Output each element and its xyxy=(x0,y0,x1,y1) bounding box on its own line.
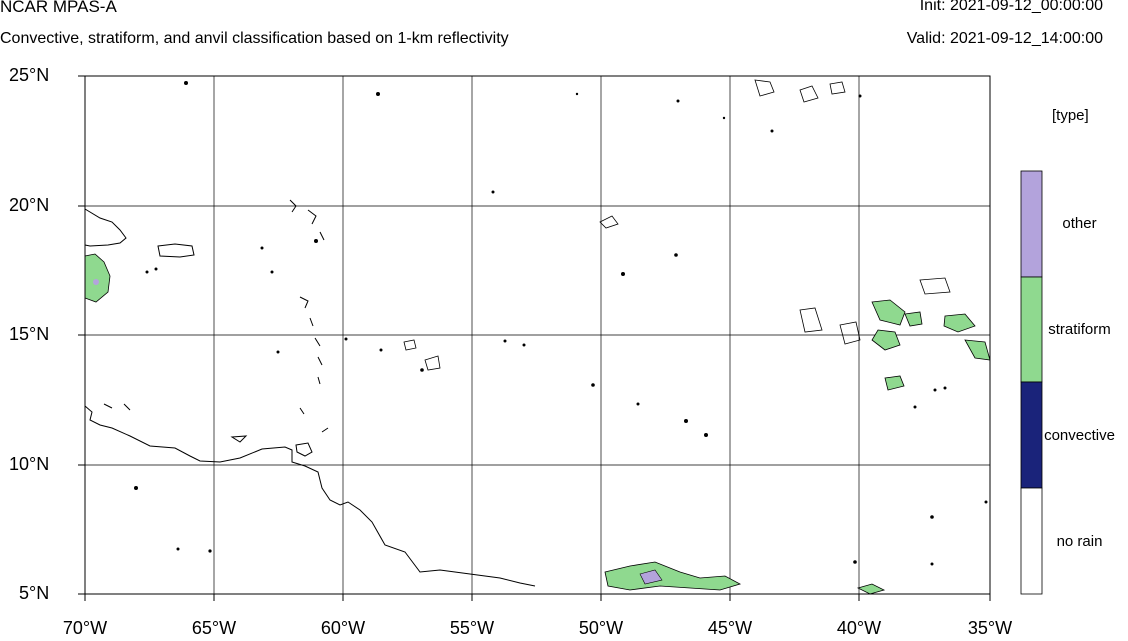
cell-atlantic-east-4 xyxy=(964,339,991,361)
lon-label-50w: 50°W xyxy=(578,618,624,638)
cell-atlantic-east-5 xyxy=(904,311,923,327)
coastline-hispaniola-puertorico xyxy=(84,208,127,247)
dot xyxy=(984,500,988,504)
lon-label-35w: 35°W xyxy=(967,618,1013,638)
coastline-virgin-islands xyxy=(289,199,325,241)
dot xyxy=(722,116,726,120)
lat-label-5n: 5°N xyxy=(19,583,50,603)
cell-hispaniola-core xyxy=(93,279,99,285)
dot xyxy=(522,343,526,347)
dot xyxy=(943,386,947,390)
lon-label-60w: 60°W xyxy=(320,618,366,638)
dot xyxy=(858,94,862,98)
cell-atlantic-east-7 xyxy=(919,277,951,295)
coastline-lesser-antilles xyxy=(299,296,329,433)
dot xyxy=(913,405,917,409)
legend-label-convective: convective xyxy=(1044,427,1115,444)
dot xyxy=(503,339,507,343)
scattered-cells xyxy=(134,81,988,566)
dot xyxy=(420,368,424,372)
lat-label-15n: 15°N xyxy=(9,324,50,344)
precip-features xyxy=(84,79,991,595)
legend-swatch-no-rain xyxy=(1020,487,1043,595)
cell-ne-cluster xyxy=(754,79,846,103)
lat-label-10n: 10°N xyxy=(9,454,50,474)
cell-hispaniola xyxy=(84,253,111,303)
plot-description: Convective, stratiform, and anvil classi… xyxy=(0,30,509,47)
coastlines xyxy=(84,199,536,587)
dot xyxy=(134,486,138,490)
dot xyxy=(930,562,934,566)
dot xyxy=(684,419,688,423)
dot xyxy=(933,388,937,392)
valid-time: Valid: 2021-09-12_14:00:00 xyxy=(906,30,1103,47)
cell-south-band-anvil xyxy=(639,569,663,585)
coastline-jamaica xyxy=(157,243,195,258)
dot xyxy=(636,402,640,406)
lon-label-70w: 70°W xyxy=(62,618,108,638)
model-title: NCAR MPAS-A xyxy=(0,0,117,16)
dot xyxy=(260,246,264,250)
dot xyxy=(208,549,212,553)
dot xyxy=(270,270,274,274)
cell-atlantic-east-1 xyxy=(871,299,906,326)
dot xyxy=(276,350,280,354)
cell-atlantic-east-6 xyxy=(884,375,905,391)
dot xyxy=(491,190,495,194)
dot xyxy=(314,239,318,243)
legend-label-stratiform: stratiform xyxy=(1048,321,1111,338)
cell-east-west-band xyxy=(799,307,823,333)
dot xyxy=(704,433,708,437)
legend-label-other: other xyxy=(1062,215,1097,232)
lat-label-20n: 20°N xyxy=(9,195,50,215)
dot xyxy=(676,99,680,103)
dot xyxy=(575,92,579,96)
cell-atlantic-east-8 xyxy=(839,321,861,345)
dot xyxy=(176,547,180,551)
cell-south-east xyxy=(856,583,886,595)
lon-label-40w: 40°W xyxy=(836,618,882,638)
legend-label-no-rain: no rain xyxy=(1056,533,1103,550)
cell-atlantic-east-3 xyxy=(943,313,976,333)
coastline-trinidad xyxy=(295,442,313,457)
legend-title: [type] xyxy=(1052,107,1089,124)
cell-atlantic-east-2 xyxy=(871,329,901,351)
dot xyxy=(184,81,188,85)
coastline-curacao-aruba xyxy=(103,403,248,443)
dot xyxy=(344,337,348,341)
dot xyxy=(621,272,625,276)
cell-central-1 xyxy=(403,339,441,371)
cell-central-2 xyxy=(599,215,619,229)
dot xyxy=(376,92,380,96)
lon-label-65w: 65°W xyxy=(191,618,237,638)
dot xyxy=(674,253,678,257)
dot xyxy=(379,348,383,352)
dot xyxy=(145,270,149,274)
legend-colorbar xyxy=(1020,170,1043,595)
dot xyxy=(154,267,158,271)
lon-label-55w: 55°W xyxy=(449,618,495,638)
gridlines xyxy=(85,76,990,594)
tick-marks xyxy=(78,75,991,601)
coastline-venezuela-north xyxy=(84,405,536,587)
dot xyxy=(930,515,934,519)
dot xyxy=(770,129,774,133)
init-time: Init: 2021-09-12_00:00:00 xyxy=(919,0,1103,14)
dot xyxy=(853,560,857,564)
cell-south-band xyxy=(604,561,742,591)
lat-label-25n: 25°N xyxy=(9,65,50,85)
lon-label-45w: 45°W xyxy=(707,618,753,638)
dot xyxy=(591,383,595,387)
